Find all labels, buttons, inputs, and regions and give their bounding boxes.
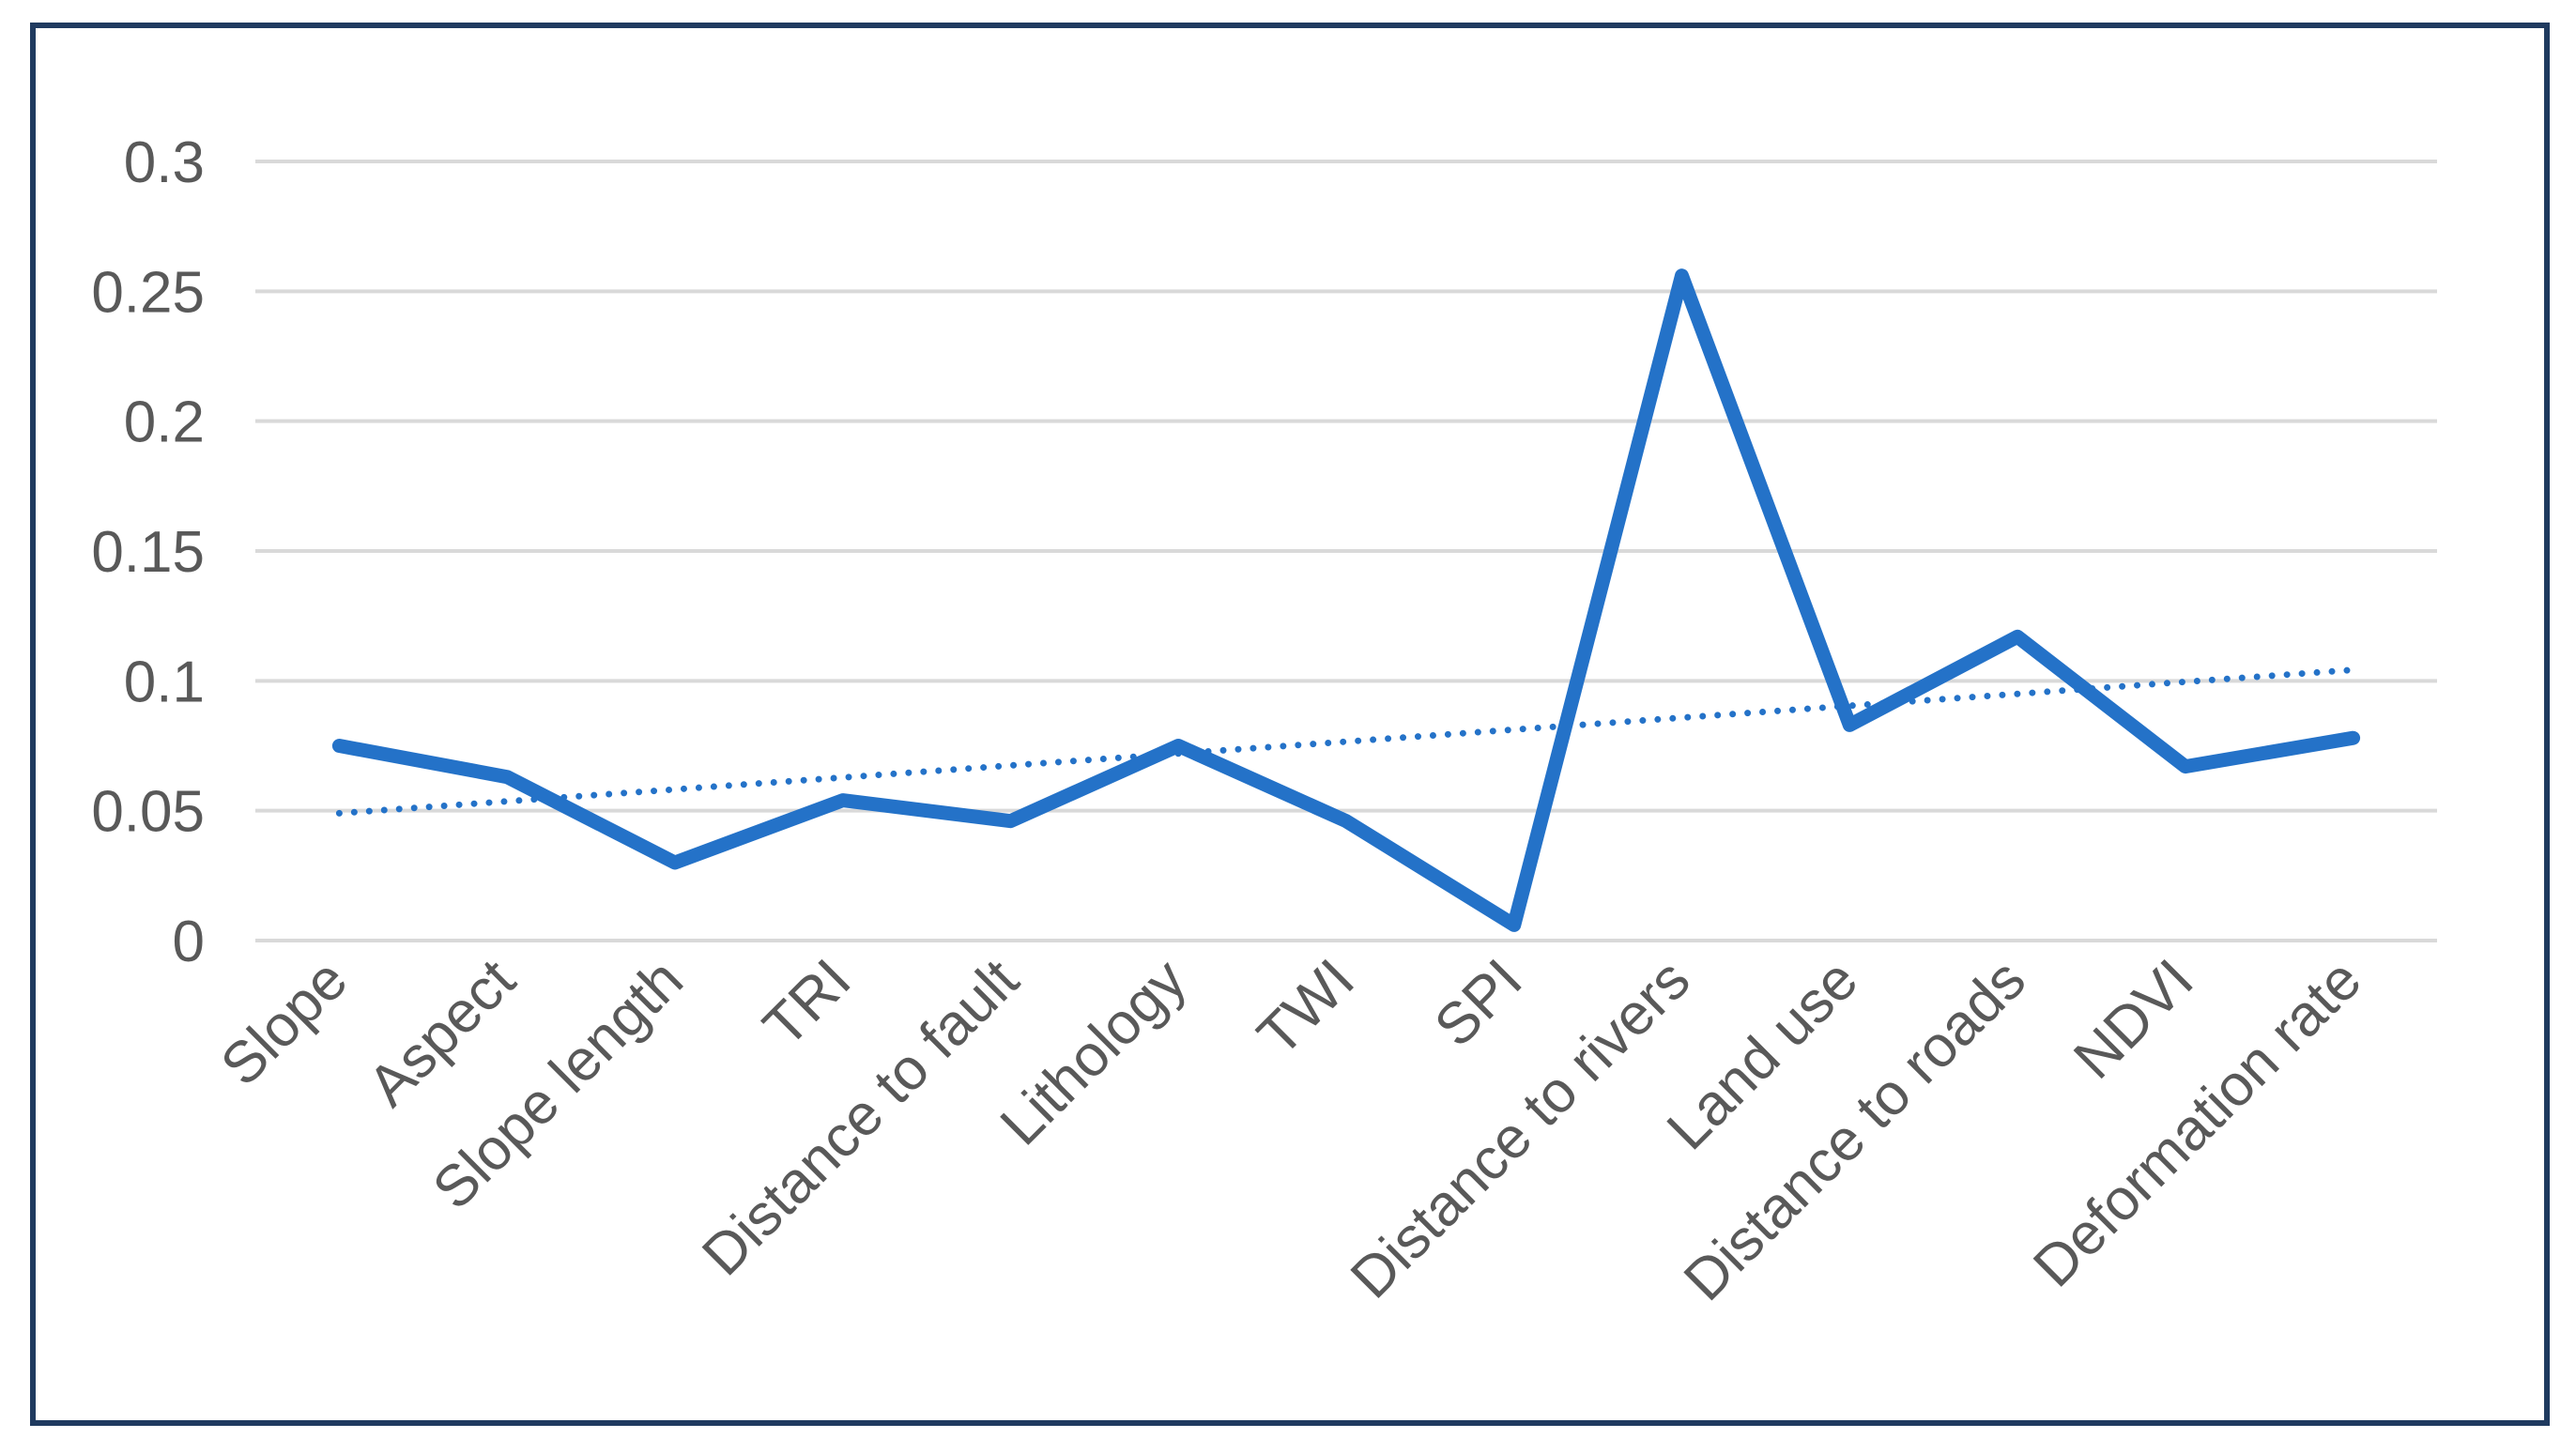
data-point	[2351, 736, 2355, 741]
data-point	[840, 798, 845, 803]
x-tick-label: Distance to fault	[690, 947, 1031, 1288]
y-tick-label: 0.05	[91, 780, 205, 845]
x-tick-label: NDVI	[2062, 947, 2206, 1092]
data-point	[1511, 923, 1516, 927]
x-tick-label: SPI	[1422, 947, 1534, 1059]
data-point	[1848, 723, 1852, 727]
x-tick-label: Aspect	[356, 947, 528, 1119]
data-point	[2183, 764, 2187, 769]
x-tick-label: Lithology	[989, 947, 1199, 1157]
gridlines	[255, 160, 2437, 942]
y-tick-label: 0.1	[124, 650, 205, 714]
x-tick-label: Slope	[208, 947, 360, 1098]
series-line	[331, 268, 2361, 932]
y-tick-label: 0.25	[91, 260, 205, 325]
data-point	[1679, 273, 1684, 278]
x-tick-label: TRI	[751, 947, 863, 1059]
y-tick-label: 0	[173, 910, 205, 974]
series	[331, 268, 2361, 932]
y-tick-label: 0.15	[91, 520, 205, 585]
trendline	[335, 666, 2357, 817]
data-point	[2016, 635, 2020, 639]
data-point	[1008, 819, 1013, 823]
y-tick-label: 0.3	[124, 130, 205, 195]
y-tick-label: 0.2	[124, 390, 205, 455]
data-point	[337, 743, 342, 748]
y-axis-ticks: 0 0.05 0.1 0.15 0.2 0.25 0.3	[91, 130, 205, 974]
data-point	[672, 861, 677, 865]
data-point	[1176, 743, 1181, 748]
x-tick-label: TWI	[1246, 947, 1367, 1068]
data-point	[505, 774, 510, 779]
data-point	[1344, 819, 1348, 823]
